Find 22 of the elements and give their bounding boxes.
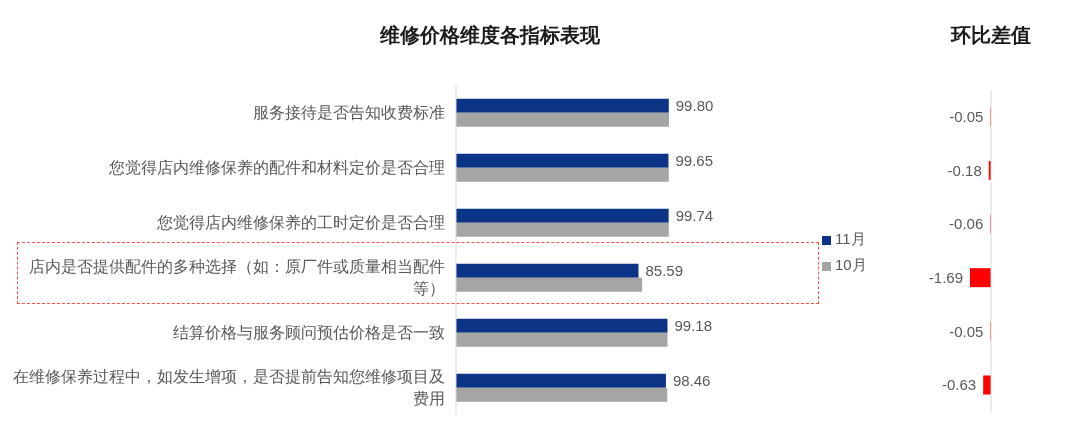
data-label: -0.06	[949, 215, 984, 233]
y-tick-label: 您觉得店内维修保养的配件和材料定价是否合理	[108, 158, 445, 176]
y-tick-label: 服务接待是否告知收费标准	[253, 103, 445, 121]
data-label: 99.80	[675, 97, 714, 114]
legend-label: 11月	[835, 230, 866, 247]
chart-title: 环比差值	[949, 23, 1032, 48]
legend-label: 10月	[835, 256, 867, 273]
data-label: 99.18	[674, 317, 713, 334]
data-label: 99.65	[675, 152, 714, 169]
y-tick-label: 您觉得店内维修保养的工时定价是否合理	[156, 213, 445, 231]
data-label: -1.69	[928, 268, 963, 286]
data-label: -0.05	[949, 322, 984, 340]
y-tick-label: 店内是否提供配件的多种选择（如：原厂件或质量相当配件等）	[29, 257, 445, 297]
data-label: 98.46	[672, 372, 711, 389]
data-label: 85.59	[645, 262, 684, 279]
data-label: 99.74	[675, 207, 714, 224]
data-label: -0.05	[949, 107, 984, 125]
data-label: -0.63	[941, 376, 977, 394]
data-label: -0.18	[947, 161, 982, 179]
chart-title: 维修价格维度各指标表现	[379, 23, 601, 48]
y-tick-label: 在维修保养过程中，如发生增项，是否提前告知您维修项目及费用	[13, 367, 445, 407]
y-tick-label: 结算价格与服务顾问预估价格是否一致	[173, 323, 445, 341]
